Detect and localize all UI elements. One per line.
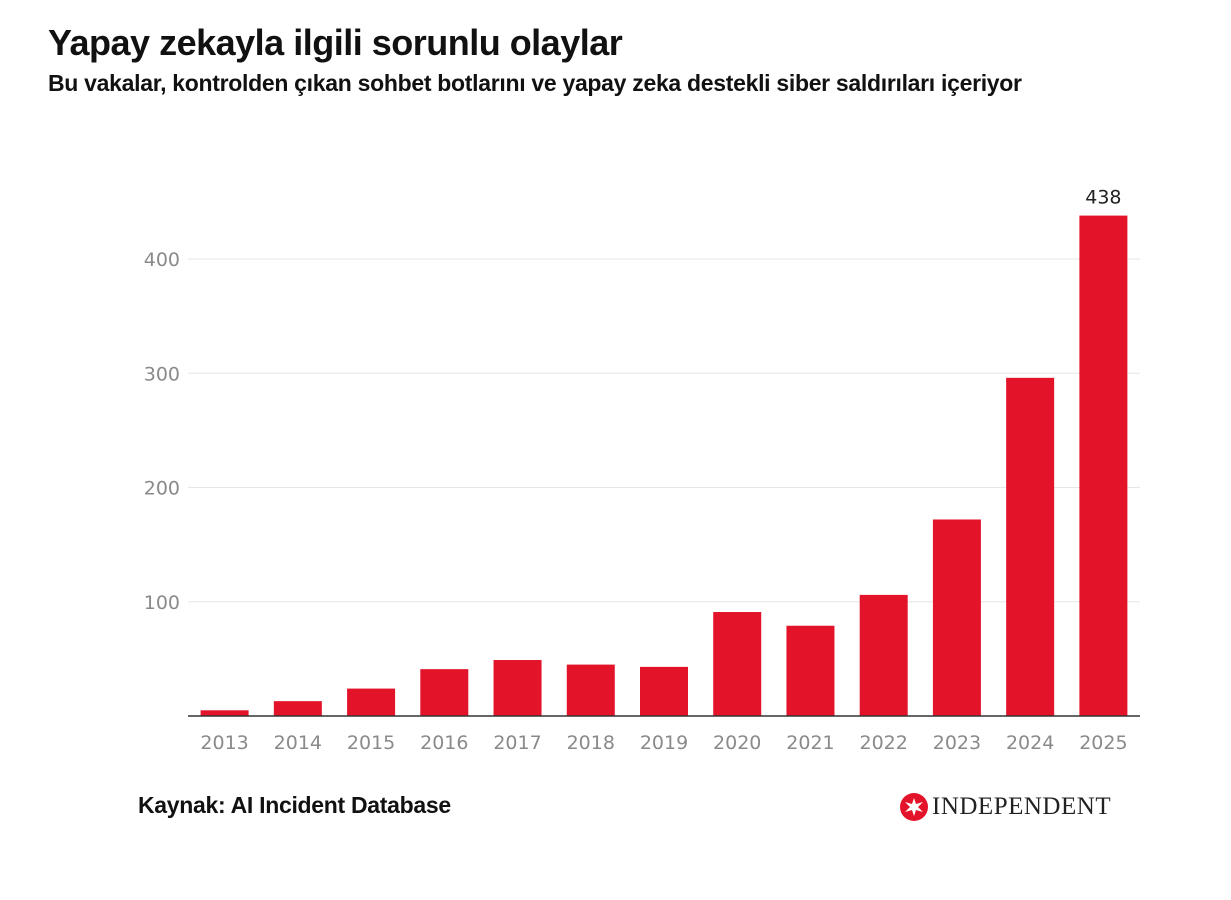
logo-text: INDEPENDENT [932,793,1112,820]
bar-2020 [713,612,762,716]
x-tick-label-2022: 2022 [860,732,908,754]
y-tick-label-100: 100 [144,592,180,614]
bar-2013 [200,710,249,716]
eagle-icon [900,793,928,821]
y-tick-label-300: 300 [144,363,180,385]
x-tick-label-2023: 2023 [933,732,981,754]
chart-title: Yapay zekayla ilgili sorunlu olaylar [48,22,623,63]
chart-subtitle: Bu vakalar, kontrolden çıkan sohbet botl… [48,70,1022,96]
bar-2018 [566,664,615,716]
bar-2023 [932,519,981,716]
x-tick-label-2016: 2016 [420,732,468,754]
bar-2017 [493,660,542,716]
independent-logo: INDEPENDENT [900,790,1111,824]
bar-2019 [640,666,688,716]
x-tick-label-2015: 2015 [347,732,395,754]
bar-2015 [347,688,396,716]
x-tick-label-2024: 2024 [1006,732,1054,754]
bar-2025 [1079,215,1128,716]
bar-2016 [420,669,469,716]
x-tick-label-2017: 2017 [493,732,541,754]
bar-2022 [859,594,908,716]
x-tick-label-2014: 2014 [274,732,322,754]
data-label-2025: 438 [1085,187,1121,209]
bar-chart: 100 200 300 400 2013 2014 2015 2016 2017 2018 2019… [144,187,1140,754]
y-tick-label-400: 400 [144,249,180,271]
source-note: Kaynak: AI Incident Database [138,792,451,818]
x-tick-label-2013: 2013 [200,732,248,754]
bar-2021 [786,625,835,716]
bar-2014 [273,701,322,716]
x-tick-label-2018: 2018 [567,732,615,754]
y-tick-label-200: 200 [144,478,180,500]
bar-2024 [1006,377,1055,716]
x-tick-label-2021: 2021 [786,732,834,754]
x-tick-label-2020: 2020 [713,732,761,754]
x-tick-label-2019: 2019 [640,732,688,754]
x-tick-label-2025: 2025 [1079,732,1127,754]
